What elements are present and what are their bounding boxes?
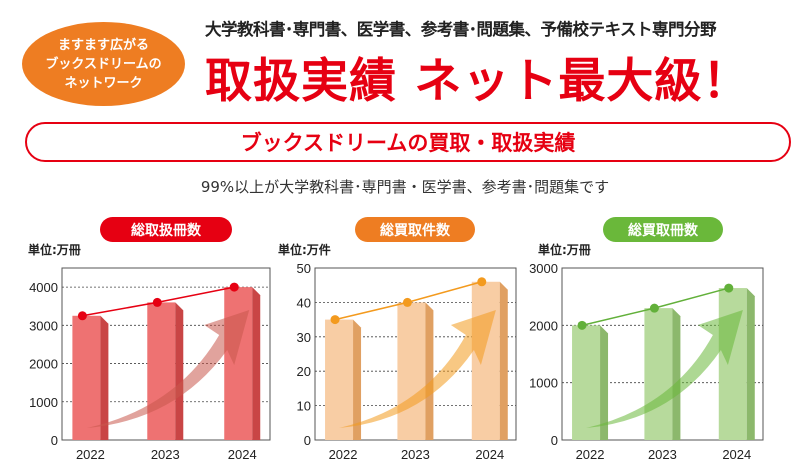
x-tick-label: 2023 xyxy=(401,447,430,462)
bar-2023 xyxy=(147,302,176,440)
x-tick-label: 2023 xyxy=(648,447,677,462)
chart-1: 0 10 20 30 40 50 2022 2023 2024 xyxy=(297,261,517,462)
y-tick-label: 0 xyxy=(551,433,558,448)
data-point xyxy=(330,315,340,325)
data-point xyxy=(577,320,587,330)
headline: 取扱実績 ネット最大級！ xyxy=(205,54,751,109)
data-point xyxy=(152,297,162,307)
data-point xyxy=(229,282,239,292)
subheadline: 大学教科書･専門書、医学書、参考書･問題集、予備校テキスト専門分野 xyxy=(205,20,717,39)
y-tick-label: 50 xyxy=(297,261,311,276)
x-tick-label: 2023 xyxy=(151,447,180,462)
bar-2023 xyxy=(397,302,426,440)
data-point xyxy=(477,277,487,287)
chart-title-total-handled: 総取扱冊数 xyxy=(100,217,232,242)
note-text: 99%以上が大学教科書･専門書・医学書、参考書･問題集です xyxy=(200,178,610,196)
bar-side xyxy=(425,302,434,440)
bar-2022 xyxy=(325,319,354,440)
x-tick-label: 2024 xyxy=(228,447,257,462)
data-point xyxy=(724,283,734,293)
badge-line: ますます広がる xyxy=(57,37,149,53)
growth-arrow-icon xyxy=(586,310,743,428)
section-banner: ブックスドリームの買取・取扱実績 xyxy=(25,122,791,162)
growth-arrow-icon xyxy=(339,310,496,428)
chart-title-purchase-count: 総買取件数 xyxy=(355,217,475,242)
bar-side xyxy=(100,315,109,440)
x-tick-label: 2022 xyxy=(76,447,105,462)
bar-side xyxy=(672,308,681,440)
x-tick-label: 2024 xyxy=(475,447,504,462)
y-tick-label: 3000 xyxy=(29,318,58,333)
chart-0: 0 1000 2000 3000 4000 2022 2023 2024 xyxy=(29,267,271,462)
y-tick-label: 2000 xyxy=(29,357,58,372)
unit-label: 単位:万冊 xyxy=(28,243,81,257)
data-point xyxy=(649,303,659,313)
x-tick-label: 2022 xyxy=(329,447,358,462)
banner-text: ブックスドリームの買取・取扱実績 xyxy=(240,131,576,155)
bar-2024 xyxy=(224,287,253,440)
y-tick-label: 0 xyxy=(51,433,58,448)
bar-side xyxy=(175,302,184,440)
bar-2022 xyxy=(72,315,101,440)
growth-arrow-icon xyxy=(86,310,250,428)
bar-side xyxy=(353,319,362,440)
network-badge: ますます広がる ブックスドリームの ネットワーク xyxy=(22,22,185,106)
data-point xyxy=(77,311,87,321)
badge-line: ネットワーク xyxy=(64,75,143,91)
y-tick-label: 3000 xyxy=(529,261,558,276)
y-tick-label: 0 xyxy=(304,433,311,448)
unit-label: 単位:万冊 xyxy=(538,243,591,257)
bar-2023 xyxy=(644,308,673,440)
y-tick-label: 30 xyxy=(297,330,311,345)
unit-label: 単位:万件 xyxy=(278,243,331,257)
x-tick-label: 2024 xyxy=(722,447,751,462)
y-tick-label: 2000 xyxy=(529,318,558,333)
x-tick-label: 2022 xyxy=(576,447,605,462)
bar-side xyxy=(600,325,609,440)
y-tick-label: 40 xyxy=(297,295,311,310)
y-tick-label: 1000 xyxy=(29,395,58,410)
y-tick-label: 4000 xyxy=(29,280,58,295)
bar-side xyxy=(499,281,508,440)
bar-2024 xyxy=(471,281,500,440)
data-point xyxy=(402,297,412,307)
y-tick-label: 10 xyxy=(297,399,311,414)
y-tick-label: 20 xyxy=(297,364,311,379)
y-tick-label: 1000 xyxy=(529,376,558,391)
chart-2: 0 1000 2000 3000 2022 2023 2024 xyxy=(529,261,764,462)
bar-2022 xyxy=(572,325,601,440)
bar-side xyxy=(746,288,755,440)
badge-line: ブックスドリームの xyxy=(45,56,162,72)
chart-title-purchased-books: 総買取冊数 xyxy=(603,217,723,242)
bar-side xyxy=(252,287,261,440)
